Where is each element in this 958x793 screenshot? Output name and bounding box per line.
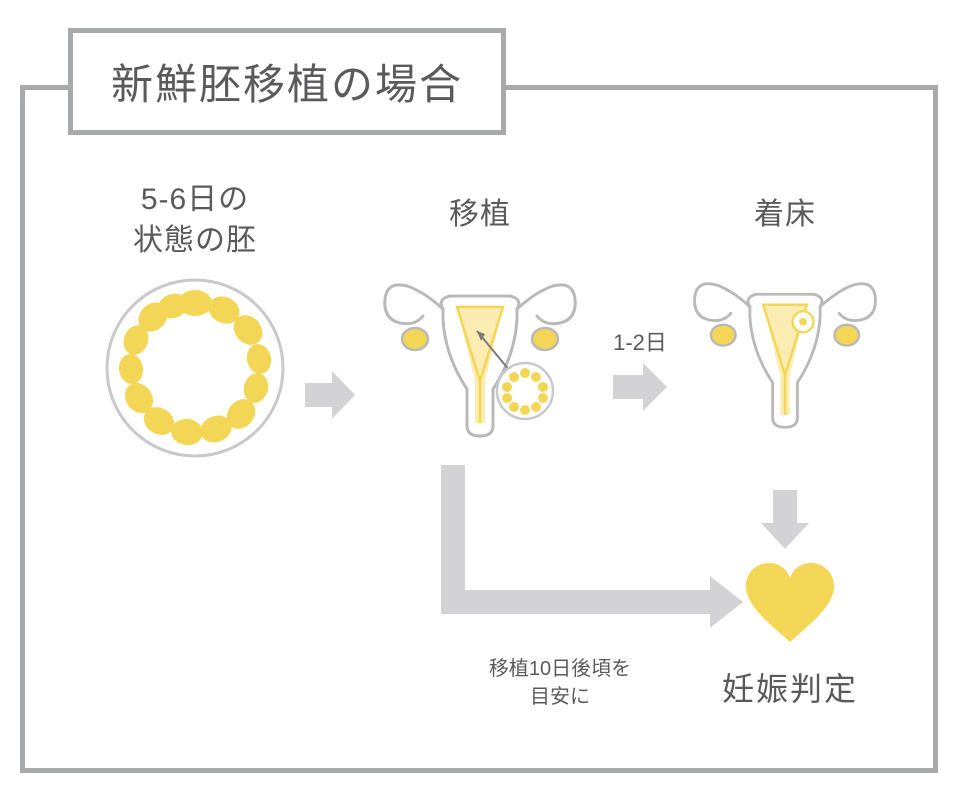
transfer-label: 移植 <box>370 195 590 236</box>
title-box: 新鮮胚移植の場合 <box>68 28 506 135</box>
uterus-transfer-icon <box>375 261 585 461</box>
stage-transfer: 移植 <box>370 195 590 461</box>
heart-icon <box>740 560 840 650</box>
arrow2-group: 1-2日 <box>605 325 675 417</box>
uterus-implant-icon <box>685 261 885 451</box>
stage-implantation: 着床 <box>675 195 895 451</box>
arrow-right-icon <box>605 357 675 417</box>
arrow-down-icon <box>755 485 815 555</box>
note-text: 移植10日後頃を 目安に <box>460 655 660 711</box>
diagram-container: 5-6日の 状態の胚 <box>20 85 938 773</box>
arrow-right-icon <box>300 365 360 425</box>
duration-label: 1-2日 <box>605 325 675 357</box>
stage-embryo: 5-6日の 状態の胚 <box>85 180 305 463</box>
embryo-icon <box>100 273 290 463</box>
title-text: 新鮮胚移植の場合 <box>111 51 463 112</box>
implantation-label: 着床 <box>675 195 895 236</box>
result-label: 妊娠判定 <box>705 664 875 710</box>
stage-result: 妊娠判定 <box>705 560 875 710</box>
embryo-label: 5-6日の 状態の胚 <box>85 180 305 261</box>
